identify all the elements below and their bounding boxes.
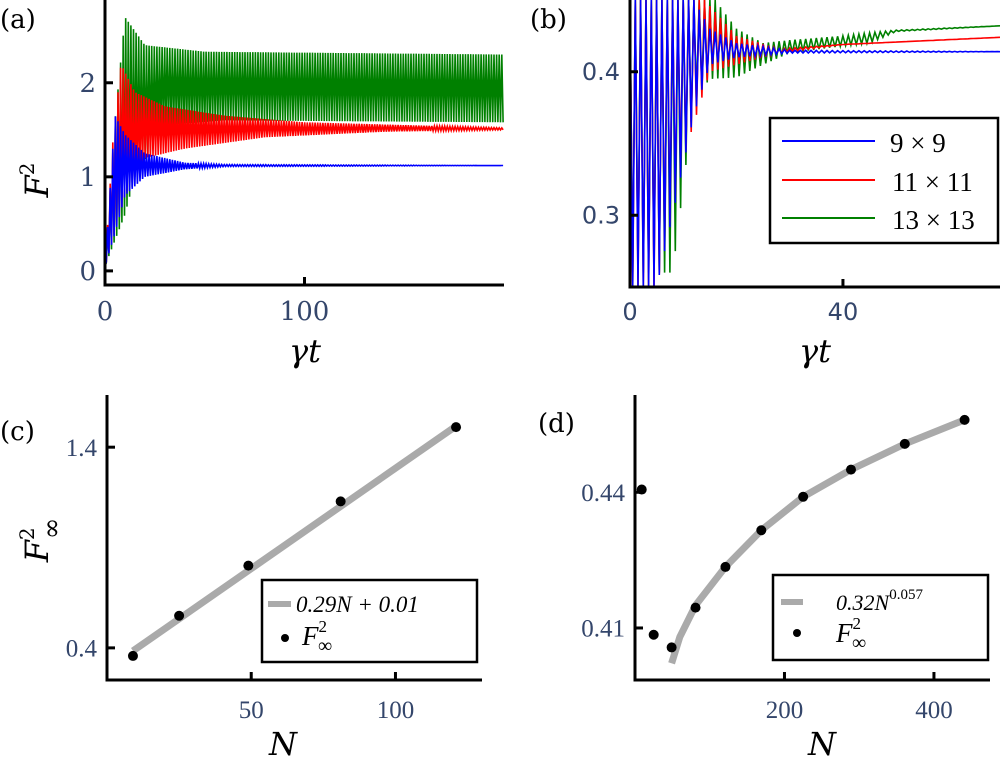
ylabel-a-base: F — [18, 173, 56, 198]
panel-label-b: (b) — [530, 5, 567, 35]
legend-c-point-sub: ∞ — [318, 635, 332, 657]
y-tick-label: 1.4 — [66, 435, 98, 462]
plot-area — [630, 0, 1000, 287]
plot-area — [105, 18, 504, 267]
legend-d-fit-label: 0.32N0.057 — [836, 587, 923, 615]
xlabel-c: N — [268, 725, 298, 760]
y-tick-label: 0.4 — [582, 58, 620, 86]
panel-label-a: (a) — [0, 5, 36, 35]
x-tick-label: 200 — [766, 697, 804, 724]
fit-line — [131, 423, 458, 654]
x-tick-label: 50 — [239, 697, 264, 724]
data-point — [690, 602, 701, 613]
legend-b-label-red: 11 × 11 — [892, 167, 973, 197]
legend-d-fit-base: 0.32N — [836, 590, 891, 615]
y-tick-label: 0.44 — [581, 480, 625, 507]
y-tick-label: 0.41 — [581, 616, 625, 643]
legend-d-point-sub: ∞ — [852, 632, 866, 654]
x-tick-label: 40 — [828, 298, 859, 326]
data-point — [959, 414, 970, 425]
series-line-99 — [630, 0, 1000, 287]
ylabel-a-sup: 2 — [15, 163, 39, 176]
data-point — [899, 438, 910, 449]
data-point — [174, 610, 185, 621]
data-point — [720, 561, 731, 572]
data-point — [451, 422, 462, 433]
data-point — [666, 642, 677, 653]
legend-d-box — [771, 573, 990, 662]
legend-b-label-green: 13 × 13 — [892, 205, 975, 235]
y-tick-label: 1 — [79, 163, 96, 193]
legend-d-fit-sup: 0.057 — [889, 587, 923, 603]
panel-label-d: (d) — [538, 409, 575, 439]
legend-b: 9 × 9 11 × 11 13 × 13 — [768, 116, 1000, 245]
panel-a: 0 100 0 1 2 — [79, 0, 504, 327]
x-tick-label: 0 — [622, 298, 637, 326]
y-tick-label: 0.3 — [582, 202, 620, 230]
ylabel-c-sub: ∞ — [37, 518, 67, 540]
legend-c-point-base: F — [301, 621, 319, 651]
legend-c-point-marker — [281, 634, 289, 642]
x-tick-label: 100 — [280, 297, 330, 327]
data-point — [335, 496, 346, 507]
legend-c: 0.29N + 0.01 F2 ∞ — [260, 578, 479, 664]
x-tick-label: 400 — [915, 697, 953, 724]
legend-b-label-blue: 9 × 9 — [890, 128, 946, 158]
legend-c-point-sup: 2 — [319, 617, 328, 636]
panel-label-c: (c) — [0, 417, 35, 447]
data-point — [756, 525, 767, 536]
xlabel-a: γt — [289, 332, 321, 370]
data-point — [127, 650, 138, 661]
data-point — [798, 491, 809, 502]
y-tick-label: 0.4 — [66, 636, 98, 663]
xlabel-b: γt — [799, 332, 831, 370]
legend-d-point-base: F — [835, 618, 853, 648]
plot-layer: 0 100 0 1 2 0 40 0.3 0.4 50 100 0.4 1.4 200 400 0.41 0.4… — [66, 0, 1000, 724]
ylabel-a: F2 — [15, 163, 56, 199]
ylabel-c-sup: 2 — [15, 527, 39, 540]
legend-d-point-marker — [793, 629, 801, 637]
y-tick-label: 0 — [79, 257, 96, 287]
legend-d-point-sup: 2 — [853, 614, 862, 633]
ylabel-c-base: F — [18, 538, 56, 563]
series-line-1313 — [105, 18, 504, 267]
legend-c-box — [260, 578, 479, 664]
legend-d-point-label: F2 ∞ — [835, 614, 866, 654]
xlabel-d: N — [807, 725, 837, 760]
plot-area — [131, 423, 458, 654]
data-point — [648, 629, 659, 640]
panel-c: 50 100 0.4 1.4 — [66, 395, 482, 724]
y-tick-label: 2 — [79, 69, 96, 99]
legend-c-point-label: F2 ∞ — [301, 617, 332, 657]
x-tick-label: 0 — [97, 297, 114, 327]
x-tick-label: 100 — [377, 697, 415, 724]
panel-d: 200 400 0.41 0.44 — [581, 395, 990, 724]
series-line-1111 — [105, 67, 504, 267]
data-point — [845, 464, 856, 475]
series-line-99 — [105, 116, 504, 267]
legend-d: 0.32N0.057 F2 ∞ — [771, 573, 990, 662]
data-point — [243, 560, 254, 571]
ylabel-c: F2∞ — [15, 518, 67, 564]
legend-c-fit-label: 0.29N + 0.01 — [296, 592, 419, 617]
panel-b: 0 40 0.3 0.4 — [582, 0, 1000, 326]
